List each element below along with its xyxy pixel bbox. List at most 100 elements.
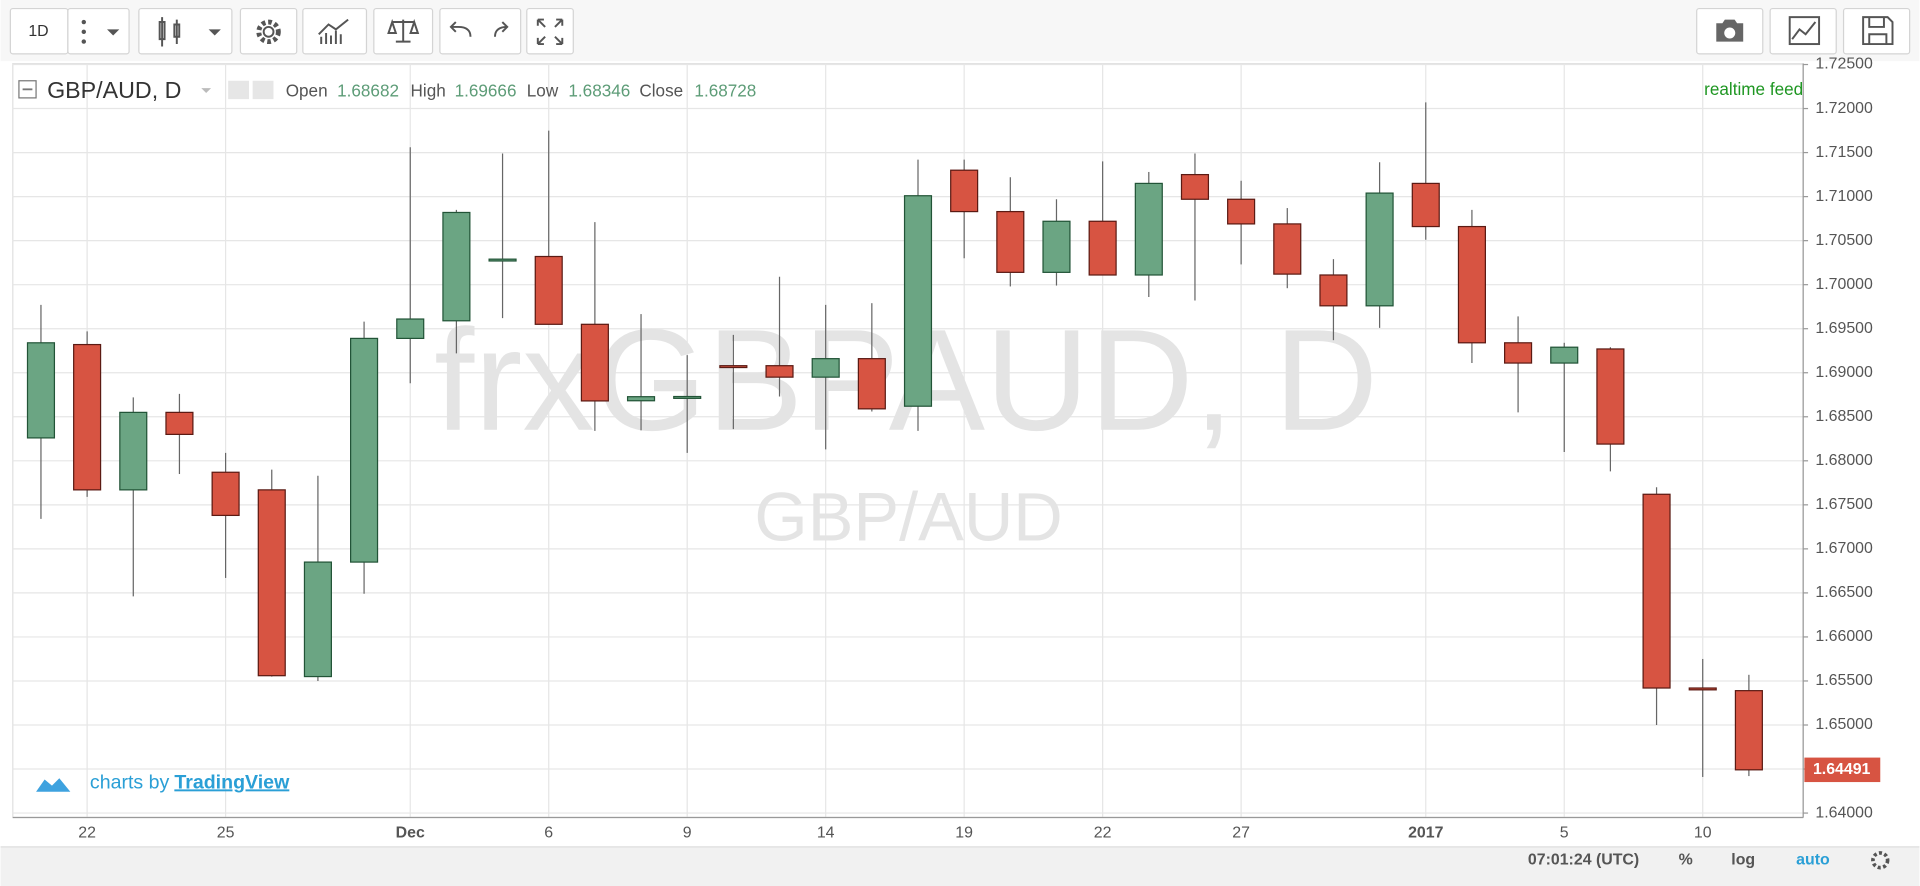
candles [26, 102, 1763, 777]
candle-body [1365, 192, 1394, 307]
candle-body [165, 411, 194, 435]
candle-body [211, 471, 240, 517]
x-tick-label: 5 [1560, 825, 1569, 842]
fullscreen-button[interactable] [526, 7, 574, 55]
ohlc-value: 1.68728 [694, 80, 756, 100]
symbol-title: GBP/AUD, D [47, 77, 181, 103]
x-tick-label: 2017 [1408, 825, 1444, 842]
candle-body [1042, 220, 1071, 273]
x-tick-label: 14 [817, 825, 835, 842]
branding-link[interactable]: TradingView [174, 771, 290, 793]
candle-body [488, 258, 517, 262]
save-button[interactable] [1842, 7, 1911, 55]
candle-body [673, 395, 702, 399]
realtime-feed: realtime feed [1704, 79, 1803, 99]
log-toggle[interactable]: log [1731, 852, 1755, 869]
auto-toggle[interactable]: auto [1796, 852, 1830, 869]
candle-body [1319, 274, 1348, 307]
plot-area [12, 63, 1804, 819]
ohlc-value: 1.69666 [455, 80, 517, 100]
ohlc-label: High [411, 80, 446, 100]
interval[interactable]: 1D [28, 23, 48, 40]
candle-body [1273, 223, 1302, 275]
x-tick-label: 10 [1694, 825, 1712, 842]
y-tick-label: 1.72000 [1815, 100, 1873, 117]
ohlc-value: 1.68346 [568, 80, 630, 100]
y-tick-label: 1.64000 [1815, 804, 1873, 821]
y-tick-label: 1.68000 [1815, 452, 1873, 469]
candle-body [626, 396, 656, 402]
indicators-button[interactable] [302, 7, 368, 55]
candle-body [1642, 493, 1671, 689]
candle-body [950, 169, 979, 213]
y-tick-label: 1.70500 [1815, 232, 1873, 249]
x-tick-label: 6 [544, 825, 553, 842]
candle-body [1596, 348, 1625, 445]
undo-redo[interactable] [439, 7, 522, 55]
last-price-box [1804, 757, 1881, 783]
candle-body [1504, 342, 1533, 364]
watermark-sub: GBP/AUD [754, 479, 1062, 556]
candle-body [1180, 173, 1210, 200]
candle-body [1088, 220, 1117, 276]
clock: 07:01:24 (UTC) [1528, 852, 1639, 869]
ohlc-label: Open [286, 80, 328, 100]
y-tick-label: 1.70000 [1815, 276, 1873, 293]
candle-body [1134, 182, 1163, 276]
ohlc-legend: Open 1.68682 High 1.69666 Low 1.68346 Close 1.6… [286, 80, 757, 100]
y-tick-label: 1.65500 [1815, 672, 1873, 689]
candle-body [1457, 225, 1486, 344]
candle-body [26, 342, 56, 439]
x-tick-label: 25 [217, 825, 235, 842]
candle-body [580, 323, 609, 402]
axis-settings[interactable] [1871, 851, 1890, 870]
percent-toggle[interactable]: % [1679, 852, 1693, 869]
candle-body [119, 411, 148, 491]
candle-body [73, 343, 102, 491]
y-tick-label: 1.69500 [1815, 320, 1873, 337]
candle-body [1550, 346, 1579, 364]
candle-body [303, 561, 332, 678]
ohlc-label: Close [639, 80, 683, 100]
status-bar [0, 846, 1920, 886]
y-tick-label: 1.65000 [1815, 716, 1873, 733]
y-tick-label: 1.71000 [1815, 188, 1873, 205]
candle-body [396, 318, 425, 340]
y-tick-label: 1.66000 [1815, 628, 1873, 645]
y-tick-label: 1.67500 [1815, 496, 1873, 513]
interval-menu[interactable] [67, 7, 130, 55]
y-tick-label: 1.66500 [1815, 584, 1873, 601]
candle-body [719, 365, 748, 369]
last-price-label: 1.64491 [1813, 761, 1871, 778]
candle-body [257, 489, 286, 677]
branding-prefix: charts by [90, 771, 170, 793]
candle-body [442, 211, 471, 322]
toolbar-buttons: 1D [9, 7, 1911, 55]
logo [36, 778, 71, 792]
candle-body [903, 195, 933, 407]
candle-body [1411, 182, 1440, 228]
x-tick-label: 27 [1232, 825, 1250, 842]
candle-body [996, 210, 1025, 273]
x-tick-label: 19 [955, 825, 973, 842]
settings-button[interactable] [239, 7, 298, 55]
x-tick-label: 22 [78, 825, 96, 842]
candle-body [350, 337, 379, 563]
candle-body [811, 358, 840, 378]
y-tick-label: 1.72500 [1815, 56, 1873, 73]
candle-body [857, 358, 886, 410]
candle-body [765, 365, 794, 378]
y-tick-label: 1.69000 [1815, 364, 1873, 381]
ohlc-label: Low [527, 80, 559, 100]
candle-body [1734, 690, 1763, 771]
x-tick-label: Dec [396, 825, 425, 842]
y-tick-label: 1.67000 [1815, 540, 1873, 557]
y-tick-label: 1.68500 [1815, 408, 1873, 425]
ohlc-value: 1.68682 [337, 80, 399, 100]
x-tick-label: 22 [1094, 825, 1112, 842]
candle-body [1227, 198, 1256, 225]
candle-body [1688, 687, 1717, 691]
y-tick-label: 1.71500 [1815, 144, 1873, 161]
